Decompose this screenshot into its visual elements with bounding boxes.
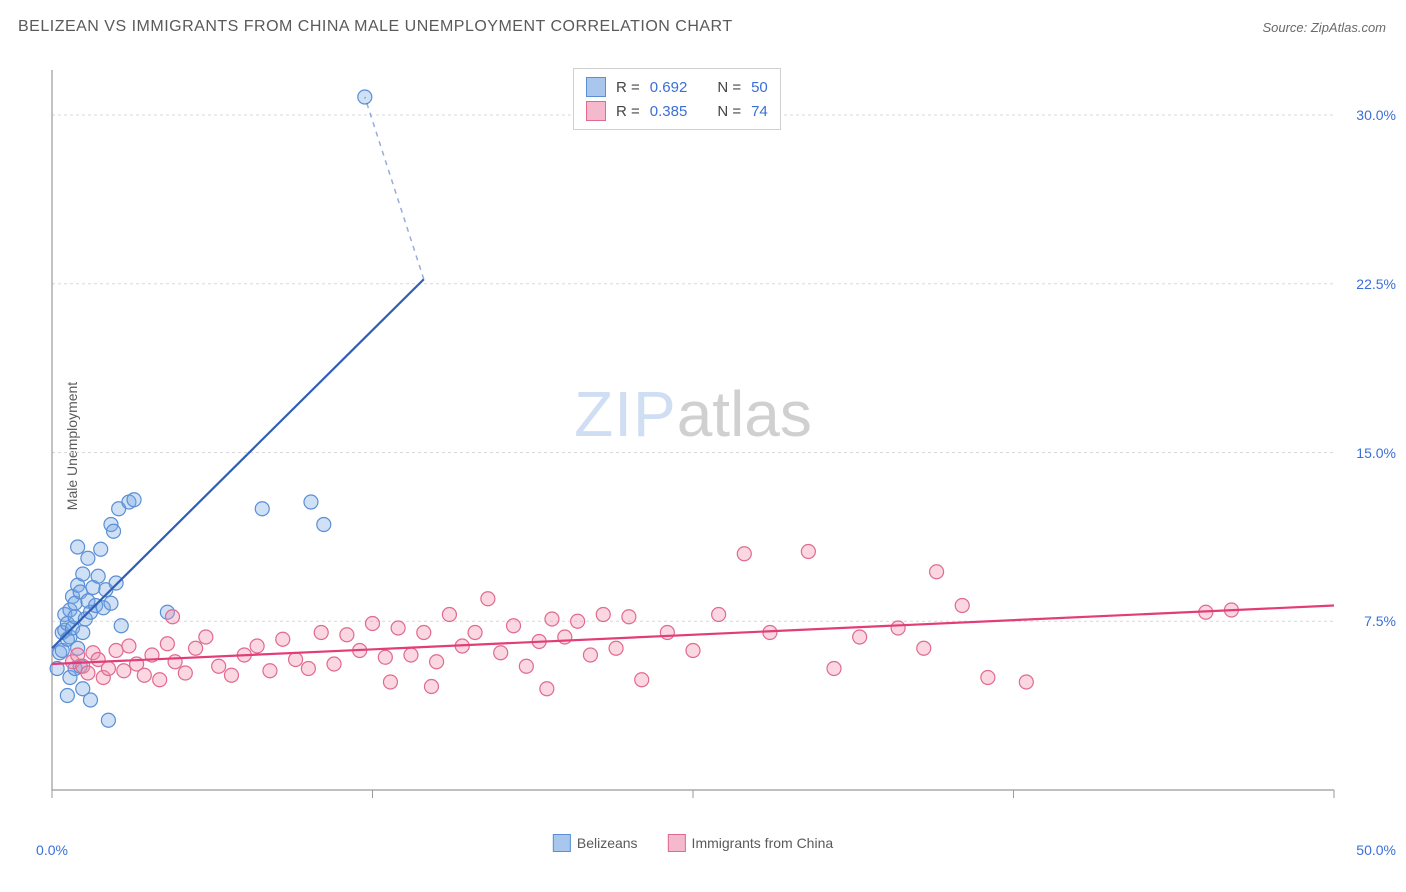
stat-row: R = 0.692 N = 50 (586, 75, 768, 99)
stat-r-value: 0.692 (650, 79, 688, 96)
stat-r-label: R = (616, 103, 640, 120)
stat-swatch-icon (586, 77, 606, 97)
stat-r-value: 0.385 (650, 103, 688, 120)
y-tick-label: 22.5% (1356, 276, 1396, 292)
legend: Belizeans Immigrants from China (553, 834, 833, 852)
x-tick-label: 50.0% (1356, 842, 1396, 858)
stat-n-label: N = (717, 79, 741, 96)
plot-area: ZIPatlas R =0.692N =50R =0.385N =74 7.5%… (48, 60, 1338, 830)
y-tick-label: 7.5% (1364, 613, 1396, 629)
chart-title: BELIZEAN VS IMMIGRANTS FROM CHINA MALE U… (18, 18, 733, 36)
source-attribution: Source: ZipAtlas.com (1262, 20, 1386, 35)
stat-n-value: 50 (751, 79, 768, 96)
legend-item: Immigrants from China (668, 834, 834, 852)
legend-swatch-icon (668, 834, 686, 852)
x-tick-label: 0.0% (36, 842, 68, 858)
scatter-chart (48, 60, 1338, 830)
stat-n-value: 74 (751, 103, 768, 120)
legend-label: Immigrants from China (692, 835, 834, 851)
stat-r-label: R = (616, 79, 640, 96)
legend-swatch-icon (553, 834, 571, 852)
stat-swatch-icon (586, 101, 606, 121)
stat-n-label: N = (717, 103, 741, 120)
legend-item: Belizeans (553, 834, 638, 852)
correlation-stat-box: R = 0.692 N = 50 R = 0.385 N = 74 (573, 68, 781, 130)
y-tick-label: 30.0% (1356, 107, 1396, 123)
y-tick-label: 15.0% (1356, 445, 1396, 461)
legend-label: Belizeans (577, 835, 638, 851)
stat-row: R = 0.385 N = 74 (586, 99, 768, 123)
